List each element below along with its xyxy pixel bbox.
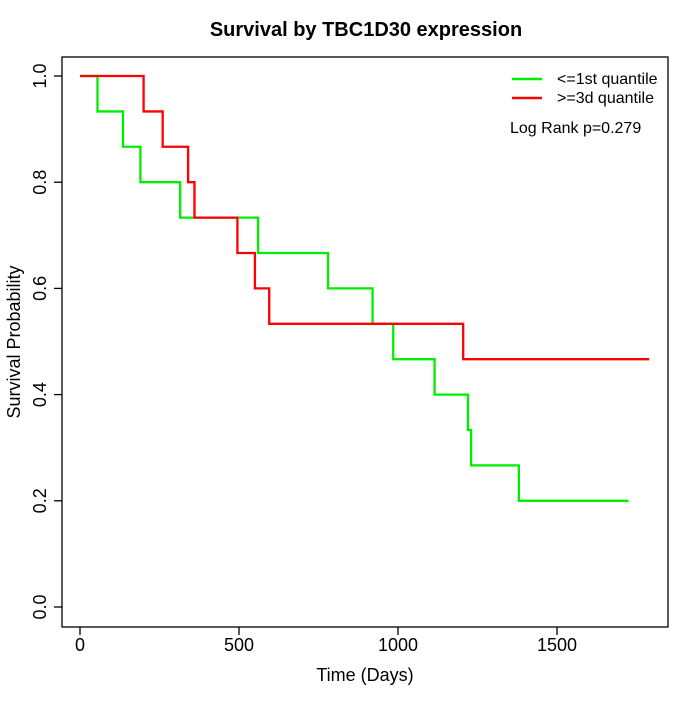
x-axis: 0 500 1000 1500	[75, 627, 577, 655]
y-tick-label: 0.4	[30, 382, 50, 407]
x-tick-label: 1000	[378, 635, 418, 655]
log-rank-annotation: Log Rank p=0.279	[510, 120, 641, 137]
y-axis: 0.0 0.2 0.4 0.6 0.8 1.0	[30, 63, 62, 620]
legend-label-green: <=1st quantile	[557, 71, 658, 88]
y-axis-title: Survival Probability	[4, 265, 24, 418]
y-tick-label: 0.6	[30, 276, 50, 301]
y-tick-label: 0.0	[30, 594, 50, 619]
survival-curve-low-expression	[80, 74, 629, 502]
y-tick-label: 0.2	[30, 488, 50, 513]
y-tick-label: 1.0	[30, 63, 50, 88]
survival-curves	[80, 74, 650, 502]
x-tick-label: 1500	[537, 635, 577, 655]
x-tick-label: 0	[75, 635, 85, 655]
x-tick-label: 500	[224, 635, 254, 655]
x-axis-title: Time (Days)	[316, 665, 413, 685]
legend: <=1st quantile >=3d quantile Log Rank p=…	[510, 71, 658, 137]
survival-curve-high-expression	[80, 74, 650, 361]
chart-title: Survival by TBC1D30 expression	[210, 19, 522, 41]
legend-label-red: >=3d quantile	[557, 90, 654, 107]
plot-border-box	[61, 56, 669, 628]
y-tick-label: 0.8	[30, 170, 50, 195]
